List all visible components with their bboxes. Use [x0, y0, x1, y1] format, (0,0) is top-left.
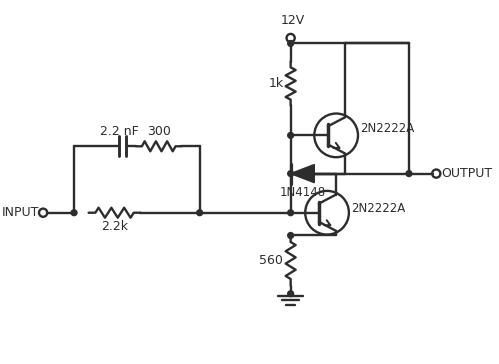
Circle shape — [71, 210, 77, 215]
Text: 1k: 1k — [268, 77, 283, 90]
Text: OUTPUT: OUTPUT — [442, 167, 493, 180]
Text: 2.2 nF: 2.2 nF — [100, 125, 139, 138]
Circle shape — [197, 210, 203, 215]
Polygon shape — [290, 165, 314, 183]
Text: 300: 300 — [147, 125, 171, 138]
Text: 1N4148: 1N4148 — [279, 186, 325, 199]
Text: 12V: 12V — [280, 14, 304, 27]
Circle shape — [288, 210, 293, 215]
Circle shape — [288, 132, 293, 138]
Circle shape — [288, 40, 293, 46]
Text: 560: 560 — [259, 254, 283, 267]
Circle shape — [406, 171, 412, 177]
Circle shape — [288, 233, 293, 238]
Circle shape — [288, 171, 293, 177]
Text: 2N2222A: 2N2222A — [360, 122, 414, 135]
Circle shape — [288, 291, 293, 297]
Text: 2N2222A: 2N2222A — [351, 202, 405, 215]
Text: INPUT: INPUT — [2, 206, 39, 219]
Text: 2.2k: 2.2k — [101, 220, 128, 233]
